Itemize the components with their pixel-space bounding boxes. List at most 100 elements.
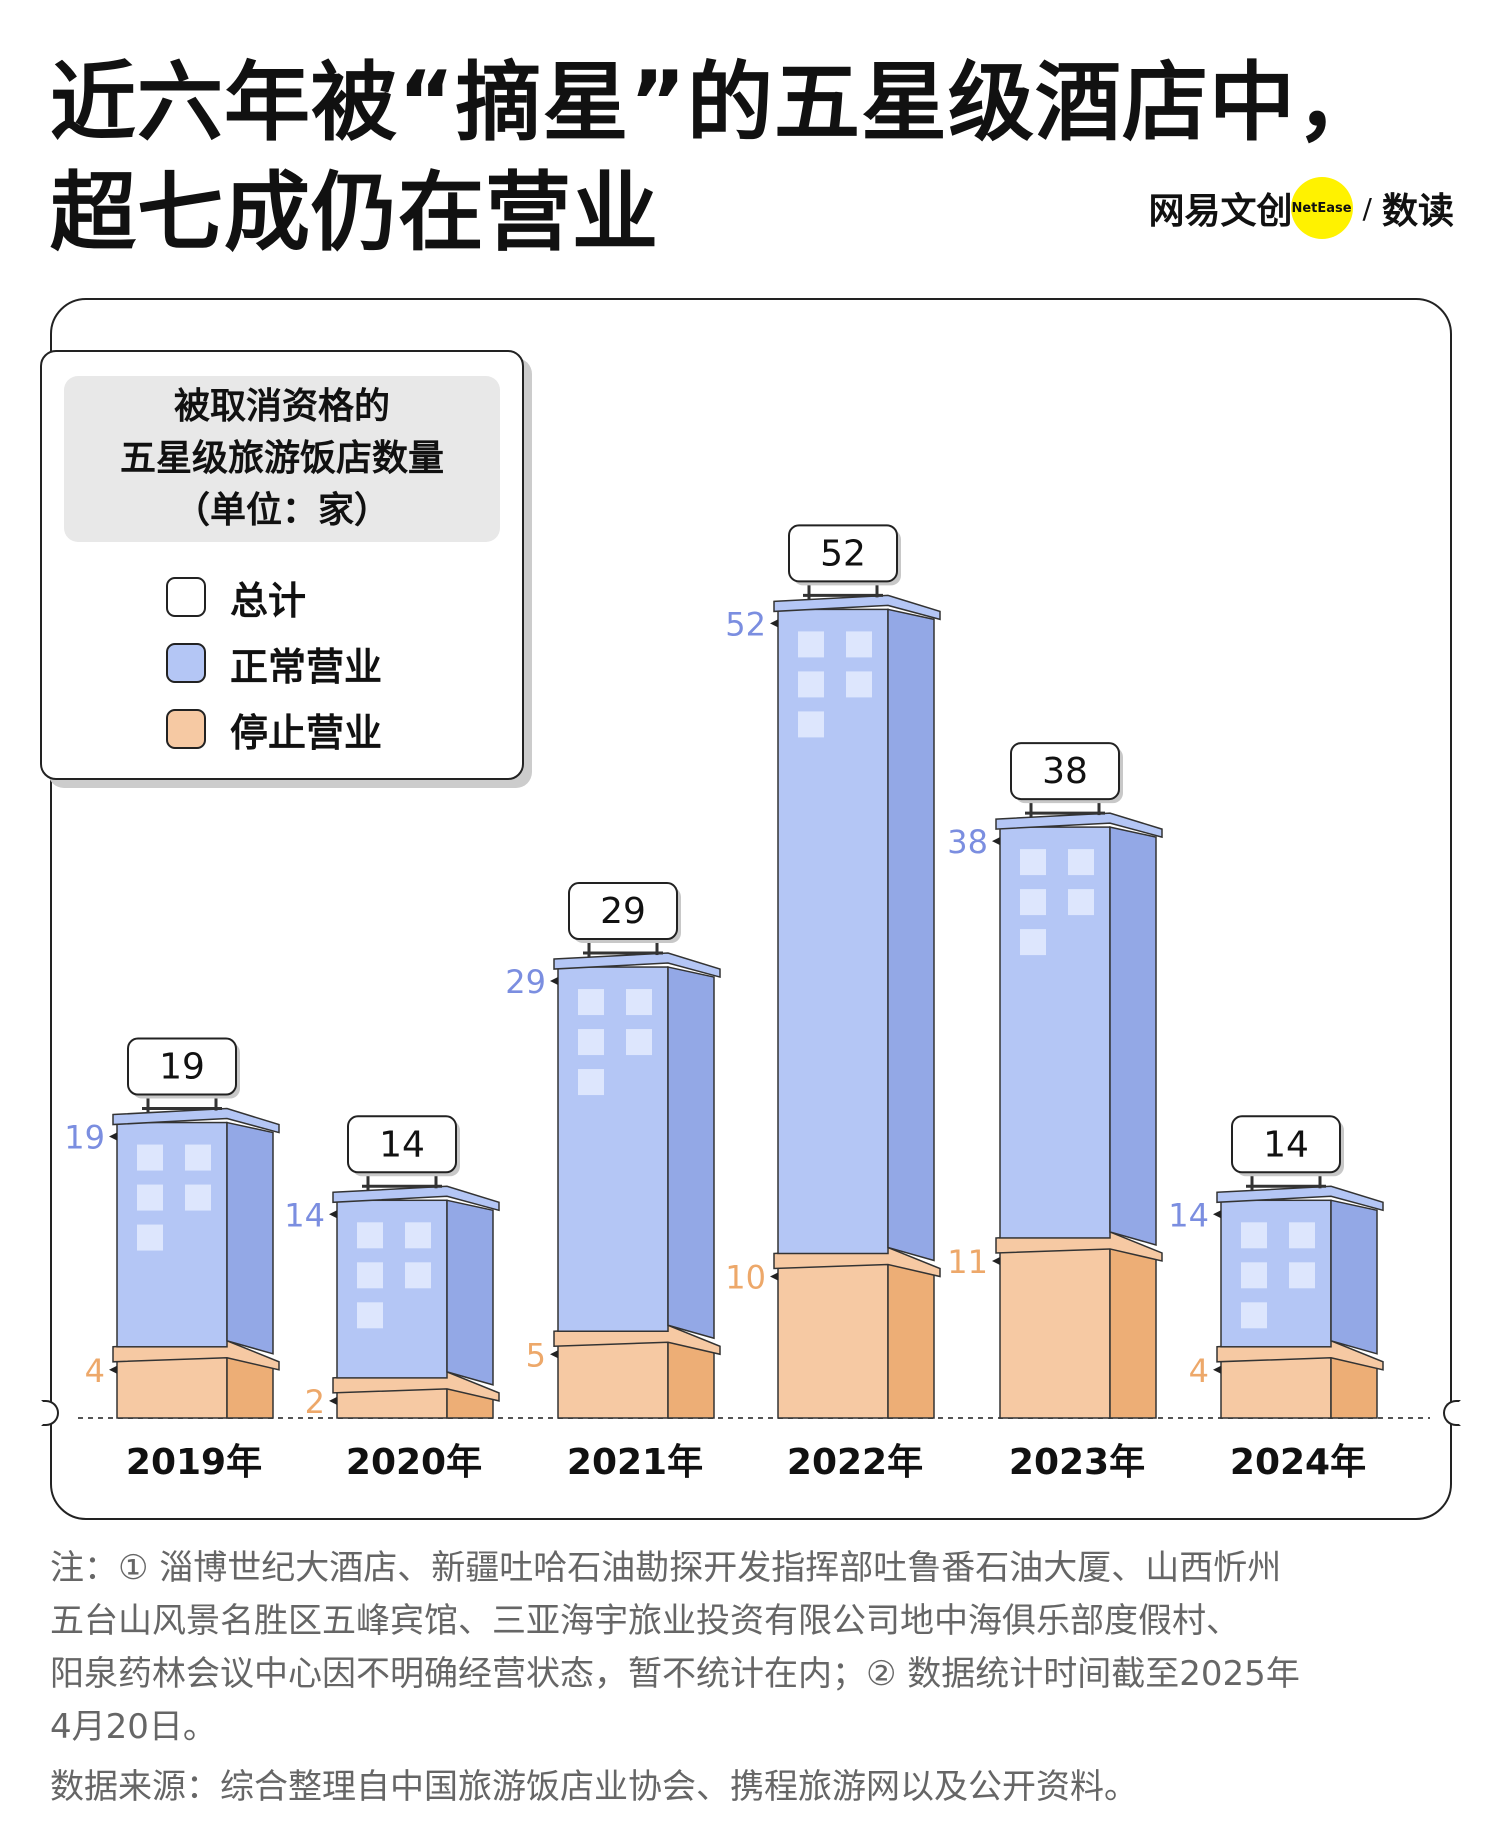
legend-swatch-total: [166, 577, 206, 617]
bar-operating-side: [667, 966, 715, 1340]
building-window: [357, 1222, 383, 1249]
panel-notch-right: [1443, 1400, 1461, 1426]
building-window: [1241, 1222, 1267, 1249]
operating-value-label: 14: [1168, 1196, 1209, 1234]
total-sign: [1010, 742, 1120, 801]
bar-operating-cap: [553, 952, 721, 979]
legend-label-total: 总计: [230, 578, 307, 623]
bar-stopped: [777, 1261, 889, 1419]
bar-stopped: [116, 1355, 228, 1419]
bar-operating: [557, 966, 669, 1332]
bar-operating-cap: [773, 594, 941, 621]
bar-operating-cap: [1216, 1185, 1384, 1212]
stopped-marker: [1213, 1365, 1221, 1374]
building-window: [1020, 889, 1046, 916]
building-window: [137, 1224, 163, 1251]
title-line-2: 超七成仍在营业: [50, 163, 659, 263]
building-window: [1020, 849, 1046, 876]
brand-name: 网易文创: [1148, 191, 1293, 232]
building-window: [626, 1029, 652, 1056]
operating-marker: [1213, 1210, 1221, 1219]
total-sign: [1231, 1115, 1341, 1174]
building-window: [1289, 1262, 1315, 1289]
building-window: [1241, 1262, 1267, 1289]
building-window: [798, 711, 824, 738]
building-window: [578, 989, 604, 1016]
x-tick-label: 2020年: [346, 1442, 482, 1483]
legend-item-operating: 正常营业: [166, 640, 382, 689]
building-window: [846, 671, 872, 698]
title-line-1: 近六年被“摘星”的五星级酒店中，: [50, 53, 1384, 153]
stopped-marker: [329, 1396, 337, 1405]
building-window: [137, 1144, 163, 1171]
chart-canvas: 19 19 4 2019年 14 14 2 2020年 29 29 5 2021年 52 52 10 2022…: [64, 524, 1430, 1483]
bar-operating-cap: [332, 1185, 500, 1212]
stopped-marker: [550, 1350, 558, 1359]
bar-operating-side: [226, 1121, 274, 1355]
page-title: 近六年被“摘星”的五星级酒店中， 超七成仍在营业: [50, 48, 1470, 268]
x-tick-label: 2019年: [126, 1442, 262, 1483]
legend-title-line-2: 五星级旅游饭店数量: [119, 438, 444, 479]
stopped-value-label: 5: [526, 1336, 546, 1374]
bar-operating-side: [1330, 1199, 1378, 1355]
building-window: [798, 631, 824, 658]
operating-marker: [109, 1132, 117, 1141]
operating-value-label: 38: [947, 823, 988, 861]
bar-operating-side: [887, 608, 935, 1262]
brand-logo: 网易文创 NetEase / 数读: [1148, 177, 1454, 239]
x-tick-label: 2022年: [787, 1442, 923, 1483]
stopped-value-label: 2: [305, 1383, 325, 1421]
legend-swatch-stopped: [166, 709, 206, 749]
operating-value-label: 52: [725, 605, 766, 643]
building-window: [578, 1029, 604, 1056]
bar-stopped: [557, 1339, 669, 1419]
building-window: [185, 1184, 211, 1211]
total-sign: [127, 1037, 237, 1096]
total-sign: [568, 882, 678, 941]
legend-label-operating: 正常营业: [230, 644, 383, 689]
stopped-value-label: 11: [947, 1243, 988, 1281]
bar-stopped: [999, 1246, 1111, 1419]
operating-value-label: 29: [505, 963, 546, 1001]
total-label: 14: [1263, 1124, 1309, 1165]
brand-slash: /: [1362, 191, 1372, 225]
x-tick-label: 2024年: [1230, 1442, 1366, 1483]
stopped-marker: [992, 1256, 1000, 1265]
building-window: [626, 989, 652, 1016]
stopped-marker: [109, 1365, 117, 1374]
total-label: 38: [1042, 751, 1088, 792]
x-tick-label: 2023年: [1009, 1442, 1145, 1483]
total-label: 14: [379, 1124, 425, 1165]
bar-operating-side: [1109, 826, 1157, 1246]
total-sign: [788, 524, 898, 583]
stopped-value-label: 4: [85, 1352, 105, 1390]
building-window: [1289, 1222, 1315, 1249]
bar-operating-cap: [995, 812, 1163, 839]
operating-marker: [329, 1210, 337, 1219]
building-window: [357, 1262, 383, 1289]
stopped-marker: [770, 1272, 778, 1281]
bar-stopped: [1220, 1355, 1332, 1419]
bar-stopped-side: [1109, 1246, 1157, 1419]
total-label: 52: [820, 533, 866, 574]
operating-marker: [550, 977, 558, 986]
bar-operating: [777, 608, 889, 1255]
building-window: [1020, 929, 1046, 956]
operating-value-label: 19: [64, 1119, 105, 1157]
legend-title-line-1: 被取消资格的: [173, 386, 390, 427]
operating-marker: [770, 619, 778, 628]
brand-sub: 数读: [1381, 191, 1454, 232]
bar-operating-cap: [112, 1107, 280, 1134]
data-source: 数据来源：综合整理自中国旅游饭店业协会、携程旅游网以及公开资料。: [50, 1767, 1138, 1807]
building-window: [1068, 849, 1094, 876]
bar-operating-side: [446, 1199, 494, 1386]
legend-item-total: 总计: [166, 574, 306, 623]
bar-stopped-side: [887, 1261, 935, 1419]
footnote: 注：① 淄博世纪大酒店、新疆吐哈石油勘探开发指挥部吐鲁番石油大厦、山西忻州 五台…: [50, 1542, 1470, 1754]
total-label: 29: [600, 891, 646, 932]
building-window: [405, 1222, 431, 1249]
brand-badge-icon: NetEase: [1290, 177, 1353, 239]
legend-title-line-3: （单位：家）: [173, 490, 390, 531]
building-window: [846, 631, 872, 658]
footnote-line: 注：① 淄博世纪大酒店、新疆吐哈石油勘探开发指挥部吐鲁番石油大厦、山西忻州: [50, 1548, 1282, 1588]
